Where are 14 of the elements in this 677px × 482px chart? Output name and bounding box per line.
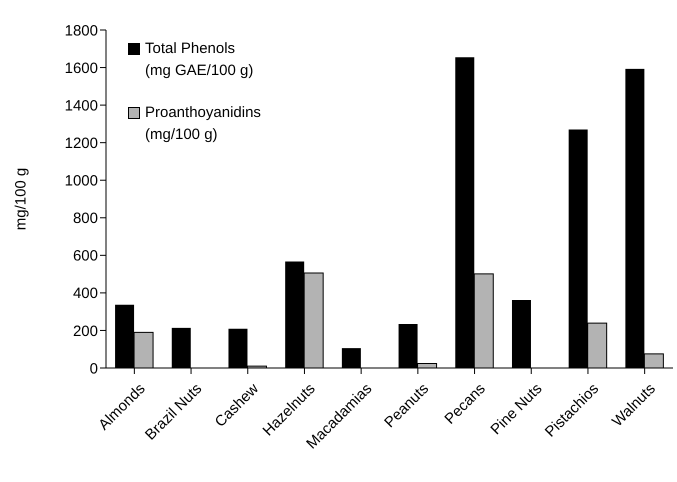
y-tick-label: 1000 [64,172,98,190]
y-tick-label: 1600 [64,60,98,77]
legend-label: Total Phenols (mg GAE/100 g) [145,39,254,81]
y-tick-label: 0 [90,360,98,378]
y-tick-label: 400 [72,285,98,302]
legend-label: Proanthoyanidins (mg/100 g) [145,103,261,145]
y-tick-label: 1800 [64,22,98,40]
y-tick-label: 1400 [64,97,98,114]
y-tick-label: 1200 [64,134,98,152]
y-tick-label: 200 [72,322,98,340]
y-tick-label: 800 [72,210,98,228]
y-axis-title: mg/100 g [12,168,30,230]
x-tick-label: Pine Nuts [487,380,546,438]
y-tick-label: 600 [72,248,98,265]
